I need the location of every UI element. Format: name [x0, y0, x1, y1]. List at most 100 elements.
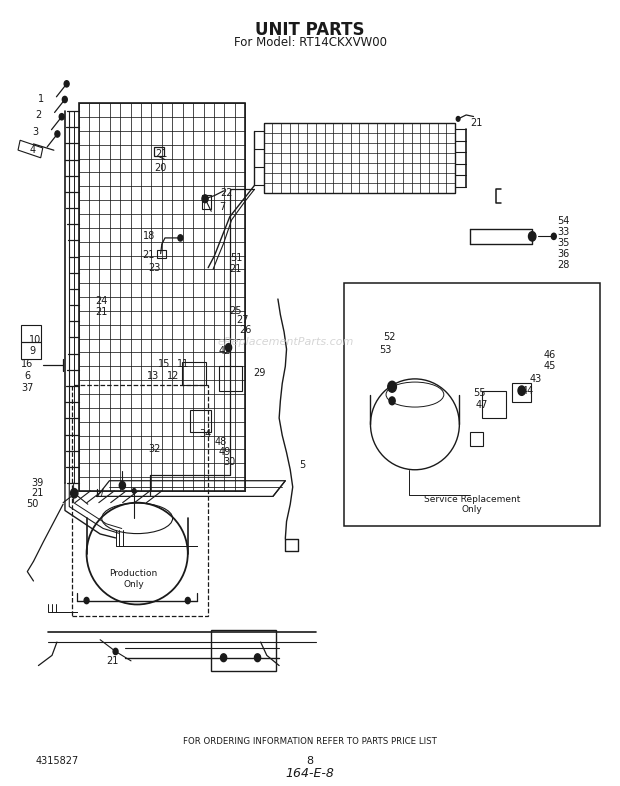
- Text: 37: 37: [21, 383, 33, 392]
- Circle shape: [528, 232, 536, 241]
- Text: 29: 29: [253, 369, 265, 378]
- Circle shape: [84, 597, 89, 604]
- Text: For Model: RT14CKXVW00: For Model: RT14CKXVW00: [234, 35, 386, 49]
- Text: 30: 30: [224, 457, 236, 467]
- Text: 47: 47: [476, 400, 488, 410]
- Bar: [482, 391, 507, 418]
- Circle shape: [63, 97, 67, 103]
- Text: 53: 53: [379, 345, 391, 355]
- Text: 24: 24: [95, 296, 107, 307]
- Text: 21: 21: [106, 656, 118, 666]
- Text: 36: 36: [557, 248, 569, 259]
- Text: 21: 21: [156, 149, 168, 159]
- Bar: [21, 325, 41, 342]
- Circle shape: [55, 130, 60, 137]
- Text: 21: 21: [230, 264, 242, 274]
- Text: 20: 20: [154, 163, 167, 173]
- Text: 9: 9: [29, 347, 35, 357]
- Text: 15: 15: [157, 359, 170, 369]
- Circle shape: [178, 235, 183, 241]
- Circle shape: [388, 381, 396, 392]
- Text: 44: 44: [521, 387, 533, 396]
- Text: 164-E-8: 164-E-8: [286, 767, 334, 780]
- Text: 21: 21: [95, 307, 107, 318]
- Text: 43: 43: [529, 374, 542, 384]
- Circle shape: [389, 397, 395, 405]
- Bar: [73, 385, 208, 616]
- Text: 49: 49: [219, 446, 231, 457]
- Bar: [190, 410, 211, 432]
- Text: 28: 28: [557, 259, 569, 270]
- Bar: [21, 342, 41, 359]
- Text: 23: 23: [148, 263, 161, 273]
- Text: 11: 11: [177, 359, 190, 369]
- Circle shape: [202, 195, 208, 203]
- Text: 46: 46: [543, 351, 556, 361]
- Text: 10: 10: [29, 335, 42, 345]
- Circle shape: [132, 489, 136, 494]
- Text: 1: 1: [38, 94, 45, 105]
- Circle shape: [113, 648, 118, 655]
- Text: 26: 26: [239, 325, 251, 336]
- Text: eReplacementParts.com: eReplacementParts.com: [217, 337, 353, 347]
- Bar: [157, 251, 166, 259]
- Text: 7: 7: [219, 202, 226, 212]
- Circle shape: [185, 597, 190, 604]
- Bar: [18, 140, 43, 158]
- Text: 55: 55: [474, 388, 486, 398]
- Bar: [219, 366, 242, 391]
- Circle shape: [60, 114, 64, 120]
- Circle shape: [64, 81, 69, 87]
- Text: 48: 48: [215, 436, 227, 446]
- Circle shape: [551, 233, 556, 240]
- Text: 12: 12: [167, 371, 179, 380]
- Text: FOR ORDERING INFORMATION REFER TO PARTS PRICE LIST: FOR ORDERING INFORMATION REFER TO PARTS …: [183, 737, 437, 746]
- Text: 32: 32: [148, 444, 161, 454]
- Text: 34: 34: [199, 428, 211, 439]
- Text: 35: 35: [557, 237, 569, 248]
- Text: 2: 2: [35, 110, 42, 120]
- Text: 25: 25: [229, 306, 242, 316]
- Text: 50: 50: [26, 499, 38, 509]
- Text: 5: 5: [299, 460, 306, 470]
- Circle shape: [226, 343, 232, 351]
- Text: 18: 18: [143, 231, 156, 241]
- Text: 45: 45: [543, 362, 556, 371]
- Text: 4: 4: [29, 145, 35, 155]
- Text: 8: 8: [306, 756, 314, 766]
- Text: 54: 54: [557, 215, 569, 226]
- Bar: [264, 123, 455, 193]
- Text: Production
Only: Production Only: [109, 569, 157, 589]
- Text: 52: 52: [383, 332, 396, 342]
- Text: 4315827: 4315827: [35, 756, 79, 766]
- Text: 13: 13: [146, 371, 159, 380]
- Circle shape: [456, 116, 460, 121]
- Text: 42: 42: [219, 346, 231, 356]
- Text: UNIT PARTS: UNIT PARTS: [255, 21, 365, 39]
- Text: 33: 33: [557, 226, 569, 237]
- Text: 39: 39: [31, 478, 43, 488]
- Text: 21: 21: [142, 250, 154, 260]
- Circle shape: [221, 654, 227, 662]
- Text: 51: 51: [230, 253, 242, 263]
- Text: Service Replacement
Only: Service Replacement Only: [424, 495, 520, 514]
- Text: 22: 22: [221, 189, 233, 198]
- Text: 21: 21: [31, 488, 43, 498]
- Bar: [513, 383, 531, 402]
- Bar: [79, 103, 245, 491]
- Bar: [202, 195, 211, 209]
- Circle shape: [71, 489, 78, 498]
- Text: 27: 27: [236, 315, 249, 325]
- Circle shape: [254, 654, 260, 662]
- Text: 16: 16: [21, 359, 33, 369]
- Bar: [154, 147, 164, 156]
- Circle shape: [518, 386, 525, 395]
- Text: 21: 21: [471, 118, 483, 128]
- Bar: [344, 283, 600, 526]
- Bar: [471, 432, 483, 446]
- Circle shape: [119, 482, 125, 490]
- Text: 6: 6: [24, 371, 30, 380]
- Text: 3: 3: [32, 127, 38, 138]
- Bar: [182, 362, 206, 385]
- Bar: [211, 630, 276, 671]
